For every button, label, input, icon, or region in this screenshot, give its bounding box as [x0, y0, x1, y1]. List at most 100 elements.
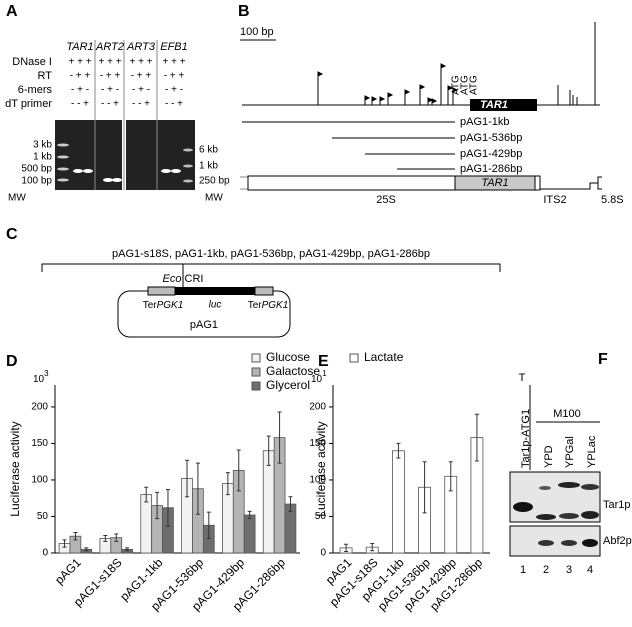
ladder-band: [57, 167, 69, 171]
sign-row: + + +: [162, 57, 185, 68]
band: [581, 511, 599, 519]
row-label: dT primer: [5, 98, 52, 110]
error-bar: [344, 543, 349, 553]
western-panel: T Tar1p-ATG1 M100 YPD YPGal YPLac Tar1p …: [509, 372, 632, 576]
legend-swatch: [251, 367, 261, 377]
sign-row: - - +: [71, 99, 89, 110]
protein-label: Tar1p: [603, 499, 631, 511]
lane-label: YPD: [543, 445, 555, 468]
tss-flag: [431, 98, 438, 104]
marker-label: 1 kb: [33, 152, 52, 163]
its2-line: [540, 182, 598, 190]
ter-gene: PGK1: [157, 300, 184, 311]
panel-label: C: [6, 226, 18, 243]
plasmid-name: pAG1: [190, 319, 218, 331]
legend-label: Galactose: [266, 364, 320, 378]
legend-label: Glucose: [266, 350, 310, 364]
sign-row: - - +: [101, 99, 119, 110]
ladder-band: [57, 143, 69, 147]
y-tick-label: 100: [31, 475, 48, 486]
lane-label: Tar1p-ATG1: [520, 409, 532, 468]
multiplier-base: 10: [33, 374, 45, 385]
error-bar: [73, 532, 78, 541]
construct-label: pAG1-536bp: [460, 132, 522, 144]
gene-label: EFB1: [160, 41, 188, 53]
band: [561, 540, 577, 546]
marker-label: 1 kb: [199, 161, 218, 172]
y-tick-label: 200: [309, 402, 326, 413]
sign-row: - + +: [131, 71, 152, 82]
construct-label: pAG1-1kb: [460, 116, 510, 128]
y-tick-label: 100: [309, 475, 326, 486]
band: [582, 539, 598, 547]
gel-panel: MW MW: [8, 40, 223, 204]
sign-row: + + +: [129, 57, 152, 68]
error-bar: [448, 461, 453, 492]
lane-number: 4: [587, 564, 593, 576]
construct-list: pAG1-s18S, pAG1-1kb, pAG1-536bp, pAG1-42…: [112, 248, 430, 260]
bar: [140, 494, 153, 554]
gene-label: ART2: [95, 41, 124, 53]
sign-row: - + -: [101, 85, 119, 96]
axis-multiplier: 103: [33, 369, 49, 385]
sign-row: - + +: [100, 71, 121, 82]
lane-number: 2: [543, 564, 549, 576]
band: [171, 169, 181, 173]
group-label: M100: [553, 408, 581, 420]
marker-label: 250 bp: [199, 176, 230, 187]
luc-box: [175, 287, 255, 295]
site-suffix: ICRI: [181, 273, 203, 285]
atg-label: ATG: [460, 75, 471, 95]
error-bar: [277, 411, 282, 464]
multiplier-base: 10: [311, 374, 323, 385]
region-label: ITS2: [543, 194, 566, 206]
y-tick-label: 150: [309, 438, 326, 449]
panel-label: B: [238, 3, 250, 20]
marker-label: 500 bp: [21, 164, 52, 175]
gene-label: ART3: [126, 41, 156, 53]
rdna-gene-box: [454, 175, 536, 191]
error-bar: [266, 435, 271, 466]
panel-label: A: [6, 3, 18, 20]
58s-bracket: [597, 176, 602, 190]
ter-gene: PGK1: [262, 300, 289, 311]
terminator-box: [147, 286, 176, 296]
row-label: RT: [38, 70, 53, 82]
tss-flag: [427, 97, 434, 103]
tss-flag: [452, 87, 459, 93]
error-bar: [288, 496, 293, 512]
band: [103, 178, 113, 182]
x-tick-label: pAG1: [52, 555, 84, 587]
marker-label: 100 bp: [21, 176, 52, 187]
multiplier-exponent: 3: [44, 369, 49, 378]
band: [581, 484, 599, 490]
error-bar: [422, 461, 427, 514]
sign-row: - + -: [71, 85, 89, 96]
lane-label: YPLac: [586, 435, 598, 468]
band: [538, 540, 554, 546]
ladder-band: [57, 178, 69, 182]
error-bar: [103, 534, 108, 542]
atg-label: ATG: [469, 75, 480, 95]
error-bar: [165, 488, 170, 527]
panel-label: F: [598, 351, 608, 368]
axis-multiplier: 101: [311, 369, 327, 385]
map-panel: 100 bp TAR1 ATG ATG ATG pAG1-1kb pAG1-53…: [240, 22, 624, 206]
band: [536, 514, 556, 520]
ladder-band: [183, 148, 193, 152]
panel-label: E: [318, 353, 329, 370]
sign-row: - + -: [165, 85, 183, 96]
error-bar: [125, 547, 130, 552]
reporter-label: luc: [209, 300, 222, 311]
y-tick-label: 0: [320, 548, 326, 559]
legend-swatch: [251, 381, 261, 391]
rdna-gene-label: TAR1: [481, 177, 508, 189]
atg-label: ATG: [451, 75, 462, 95]
y-tick-label: 200: [31, 402, 48, 413]
band: [558, 482, 580, 488]
tss-flag: [447, 85, 454, 91]
error-bar: [236, 449, 241, 492]
tss-flag: [387, 92, 394, 98]
gene-box: [470, 99, 537, 111]
